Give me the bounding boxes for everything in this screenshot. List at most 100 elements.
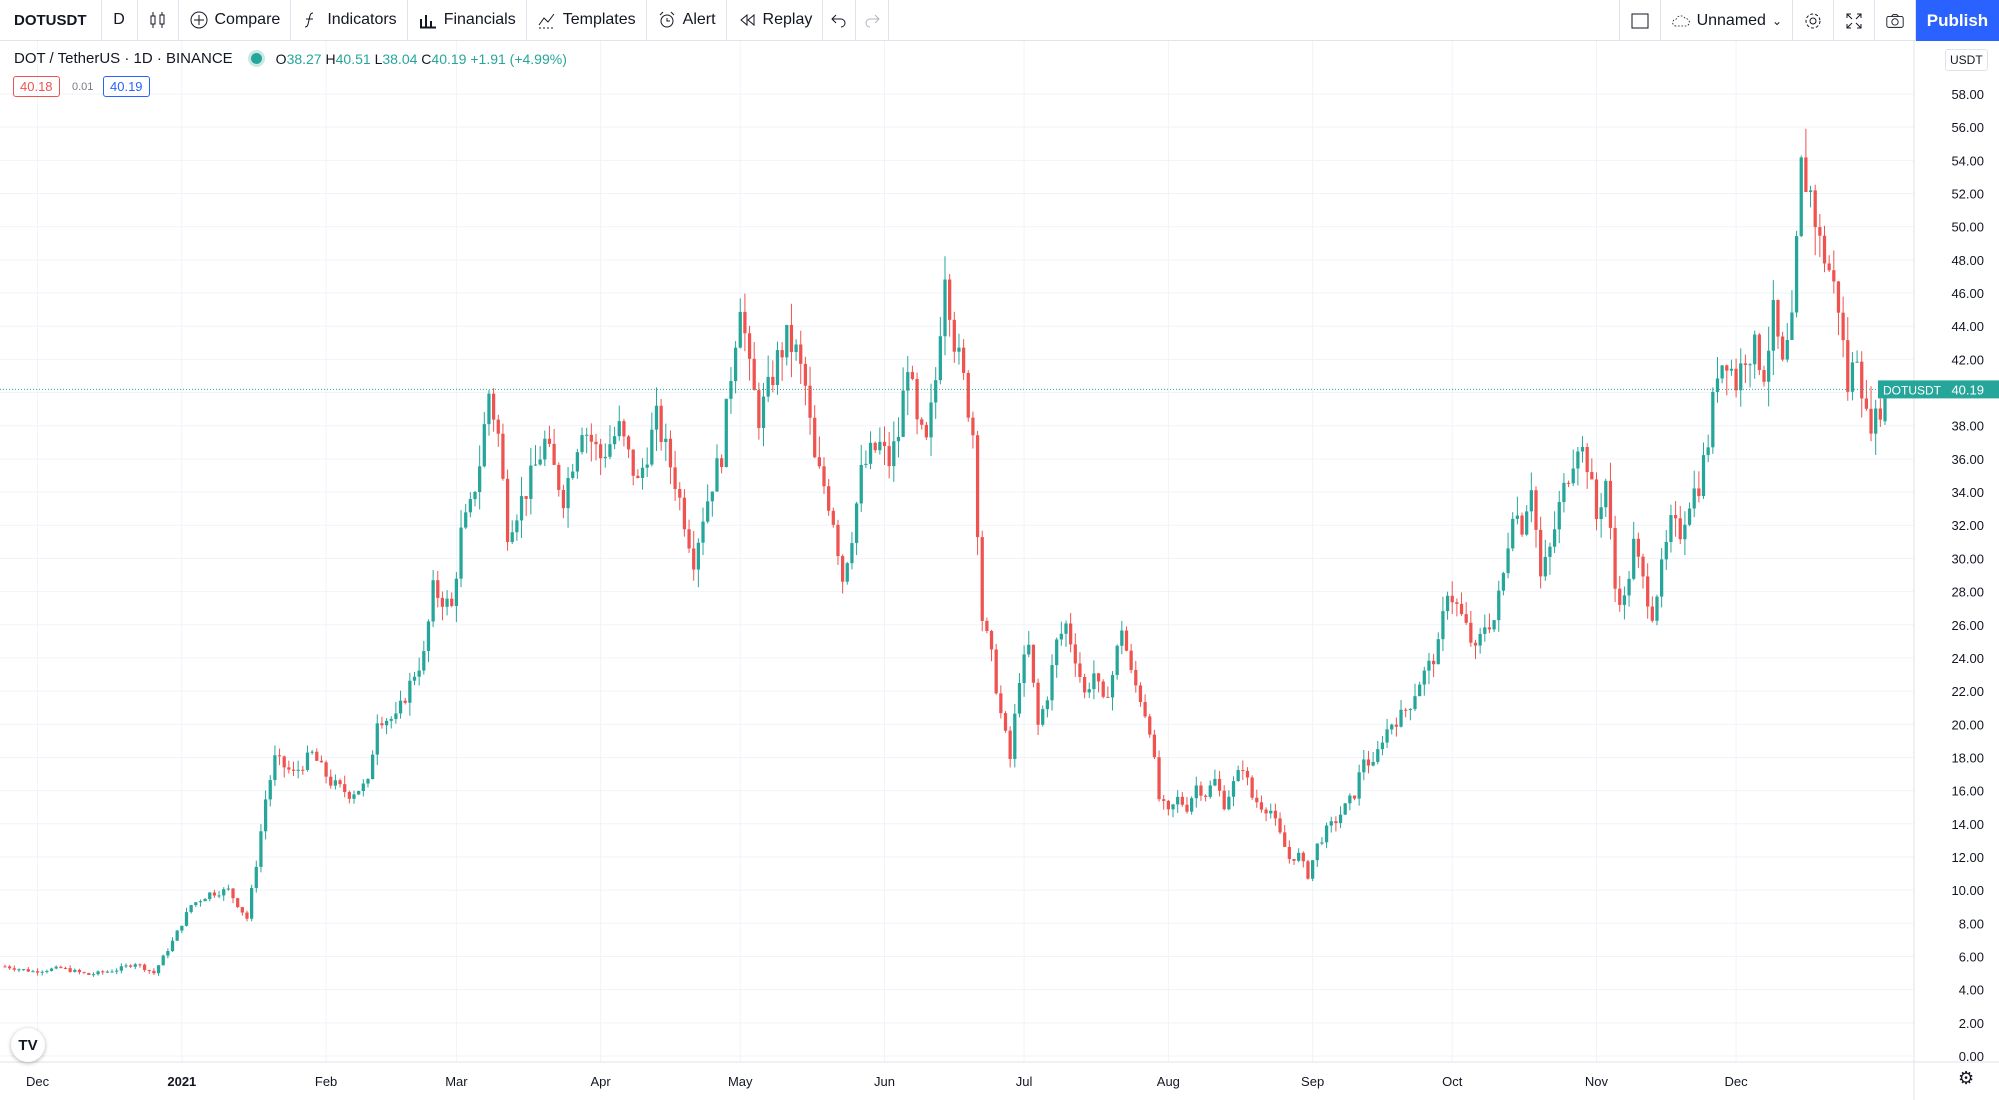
candle-body: [1869, 408, 1873, 434]
candle-body: [1483, 627, 1487, 634]
candle-body: [273, 755, 277, 781]
candle-body: [1459, 603, 1464, 615]
undo-button[interactable]: [823, 0, 857, 41]
plus-circle-icon: [190, 11, 207, 29]
candle-body: [533, 464, 538, 466]
time-tick-label: Feb: [315, 1074, 337, 1089]
layout-select-button[interactable]: [1618, 0, 1661, 41]
axis-settings-button[interactable]: ⚙: [1958, 1068, 1974, 1089]
candle-body: [338, 780, 342, 785]
candle-body: [1078, 663, 1082, 677]
candle-body: [571, 471, 575, 478]
candle-body: [259, 831, 263, 867]
compare-button[interactable]: Compare: [179, 0, 292, 41]
sell-price-button[interactable]: 40.18: [13, 76, 60, 97]
candle-body: [701, 521, 705, 543]
compare-label: Compare: [214, 11, 281, 28]
currency-label[interactable]: USDT: [1945, 49, 1988, 71]
save-layout-button[interactable]: Unnamed ⌄: [1661, 0, 1793, 41]
candle-body: [282, 756, 286, 768]
candle-body: [319, 760, 324, 763]
settings-button[interactable]: [1793, 0, 1834, 41]
symbol-search-button[interactable]: DOTUSDT: [0, 0, 102, 41]
buy-price-button[interactable]: 40.19: [103, 76, 150, 97]
candle-body: [1683, 524, 1687, 540]
candle-body: [896, 436, 901, 442]
candle-body: [850, 543, 854, 564]
candle-body: [1427, 660, 1431, 671]
candle-body: [1562, 482, 1566, 503]
candle-body: [1743, 363, 1748, 366]
candle-body: [73, 969, 77, 972]
candle-body: [957, 347, 961, 352]
candle-body: [77, 969, 82, 973]
candle-body: [1115, 645, 1119, 676]
candle-body: [1822, 235, 1827, 264]
candle-body: [175, 930, 179, 941]
time-tick-label: 2021: [167, 1074, 196, 1089]
candle-body: [659, 405, 663, 443]
chart-type-button[interactable]: [138, 0, 179, 41]
candle-body: [87, 973, 91, 975]
candle-body: [236, 898, 240, 908]
price-tick-label: 20.00: [1951, 717, 1984, 732]
candle-body: [1045, 700, 1050, 710]
candle-body: [1711, 391, 1715, 448]
candle-body: [715, 458, 719, 492]
candle-body: [1534, 490, 1538, 530]
gear-icon: ⚙: [1958, 1068, 1975, 1088]
tradingview-logo[interactable]: TV: [11, 1028, 45, 1062]
candle-body: [1515, 515, 1520, 519]
spread-value: 0.01: [72, 81, 94, 93]
candle-body: [1436, 639, 1440, 665]
snapshot-button[interactable]: [1875, 0, 1916, 41]
fullscreen-button[interactable]: [1834, 0, 1875, 41]
candle-body: [1297, 852, 1301, 861]
candle-body: [1501, 573, 1506, 591]
interval-button[interactable]: D: [102, 0, 138, 41]
time-axis[interactable]: Dec 2021 Feb Mar Apr May Jun Jul Aug Sep Oct Nov Dec: [26, 1074, 1748, 1089]
alarm-clock-icon: [659, 11, 674, 28]
candle-body: [254, 866, 258, 888]
change-value: +1.91 (+4.99%): [470, 50, 567, 67]
alert-button[interactable]: Alert: [647, 0, 727, 41]
candle-body: [1055, 639, 1059, 666]
candle-body: [240, 907, 244, 913]
candle-body: [566, 477, 570, 509]
candle-body: [589, 434, 593, 442]
candle-body: [733, 347, 738, 382]
candle-body: [720, 458, 724, 467]
candle-body: [868, 442, 873, 464]
candle-body: [1734, 368, 1738, 391]
fullscreen-icon: [1846, 13, 1862, 28]
candle-body: [654, 405, 659, 430]
candle-body: [389, 719, 393, 721]
candle-body: [450, 598, 454, 606]
candle-body: [1827, 263, 1831, 271]
candle-body: [1064, 623, 1068, 634]
indicators-button[interactable]: Indicators: [291, 0, 408, 41]
time-tick-label: Jul: [1016, 1074, 1033, 1089]
candle-body: [612, 436, 617, 445]
publish-button[interactable]: Publish: [1916, 0, 1999, 41]
candle-body: [1278, 818, 1282, 833]
price-axis[interactable]: 0.00 2.00 4.00 6.00 8.00 10.00 12.00 14.00 16.00…: [1951, 87, 1984, 1064]
candle-body: [1343, 803, 1347, 815]
candle-body: [26, 969, 30, 972]
redo-button[interactable]: [856, 0, 890, 41]
templates-button[interactable]: Templates: [527, 0, 647, 41]
symbol-legend: DOT / TetherUS · 1D · BINANCE O38.27 H40…: [14, 50, 567, 67]
candle-body: [1352, 795, 1357, 799]
candle-body: [208, 892, 212, 899]
price-tick-label: 44.00: [1951, 319, 1984, 334]
last-price-line: DOTUSDT 40.19: [0, 380, 1999, 399]
candle-body: [664, 438, 668, 443]
candle-body: [1236, 770, 1240, 782]
financials-button[interactable]: Financials: [408, 0, 527, 41]
candle-body: [1552, 529, 1557, 547]
candle-body: [129, 965, 133, 967]
replay-button[interactable]: Replay: [727, 0, 824, 41]
close-value: 40.19: [431, 50, 467, 67]
candle-body: [794, 344, 798, 353]
